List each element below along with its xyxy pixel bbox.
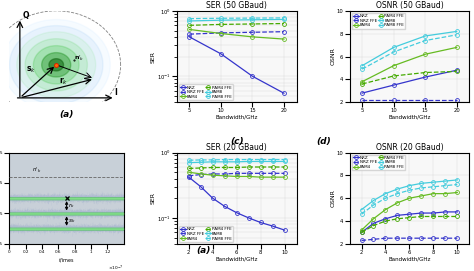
Text: Q: Q bbox=[23, 11, 29, 20]
Y-axis label: SER: SER bbox=[150, 192, 155, 204]
Y-axis label: OSNR: OSNR bbox=[330, 189, 335, 207]
Text: (d): (d) bbox=[316, 137, 330, 146]
Title: SER (50 GBaud): SER (50 GBaud) bbox=[206, 1, 267, 10]
Text: I: I bbox=[114, 88, 117, 97]
Polygon shape bbox=[17, 32, 96, 98]
Text: $s_k$: $s_k$ bbox=[68, 217, 76, 225]
Text: $\mathbf{r}_k$: $\mathbf{r}_k$ bbox=[59, 76, 68, 88]
Legend: NRZ, NRZ FFE, PAM4, PAM4 FFE, PAM8, PAM8 FFE: NRZ, NRZ FFE, PAM4, PAM4 FFE, PAM8, PAM8… bbox=[179, 84, 233, 100]
Title: OSNR (20 GBaud): OSNR (20 GBaud) bbox=[375, 143, 443, 152]
Polygon shape bbox=[25, 39, 87, 91]
Text: $\mathbf{n}'_k$: $\mathbf{n}'_k$ bbox=[74, 54, 84, 63]
Title: OSNR (50 GBaud): OSNR (50 GBaud) bbox=[375, 1, 443, 10]
Text: (a): (a) bbox=[196, 246, 210, 255]
Polygon shape bbox=[9, 26, 103, 104]
Y-axis label: OSNR: OSNR bbox=[330, 48, 335, 66]
X-axis label: Bandwidth/GHz: Bandwidth/GHz bbox=[216, 115, 258, 120]
X-axis label: $t$/imes: $t$/imes bbox=[58, 256, 75, 263]
Polygon shape bbox=[42, 53, 71, 77]
Text: (a): (a) bbox=[59, 109, 74, 118]
Text: (c): (c) bbox=[230, 137, 244, 146]
Text: $n'_k$: $n'_k$ bbox=[32, 166, 42, 175]
Text: $\times10^{-7}$: $\times10^{-7}$ bbox=[108, 264, 124, 271]
Polygon shape bbox=[33, 46, 79, 84]
Legend: NRZ, NRZ FFE, PAM4, PAM4 FFE, PAM8, PAM8 FFE: NRZ, NRZ FFE, PAM4, PAM4 FFE, PAM8, PAM8… bbox=[179, 226, 233, 242]
Legend: NRZ, NRZ FFE, PAM4, PAM4 FFE, PAM8, PAM8 FFE: NRZ, NRZ FFE, PAM4, PAM4 FFE, PAM8, PAM8… bbox=[352, 13, 405, 29]
Polygon shape bbox=[49, 59, 64, 71]
Y-axis label: SER: SER bbox=[150, 50, 155, 63]
X-axis label: Bandwidth/GHz: Bandwidth/GHz bbox=[216, 257, 258, 262]
Text: $\mathbf{s}_k$: $\mathbf{s}_k$ bbox=[26, 65, 36, 75]
Polygon shape bbox=[2, 20, 110, 110]
X-axis label: Bandwidth/GHz: Bandwidth/GHz bbox=[388, 115, 430, 120]
Text: $r_k$: $r_k$ bbox=[68, 201, 75, 210]
Title: SER (20 GBaud): SER (20 GBaud) bbox=[206, 143, 267, 152]
Legend: NRZ, NRZ FFE, PAM4, PAM4 FFE, PAM8, PAM8 FFE: NRZ, NRZ FFE, PAM4, PAM4 FFE, PAM8, PAM8… bbox=[352, 154, 405, 170]
X-axis label: Bandwidth/GHz: Bandwidth/GHz bbox=[388, 257, 430, 262]
